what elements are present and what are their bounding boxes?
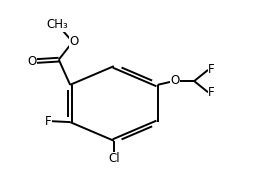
Text: F: F bbox=[208, 63, 215, 76]
Text: Cl: Cl bbox=[108, 152, 120, 165]
Text: O: O bbox=[69, 36, 78, 48]
Text: F: F bbox=[208, 86, 215, 99]
Text: O: O bbox=[27, 55, 36, 68]
Text: O: O bbox=[170, 74, 179, 87]
Text: CH₃: CH₃ bbox=[47, 18, 68, 31]
Text: F: F bbox=[45, 115, 52, 128]
